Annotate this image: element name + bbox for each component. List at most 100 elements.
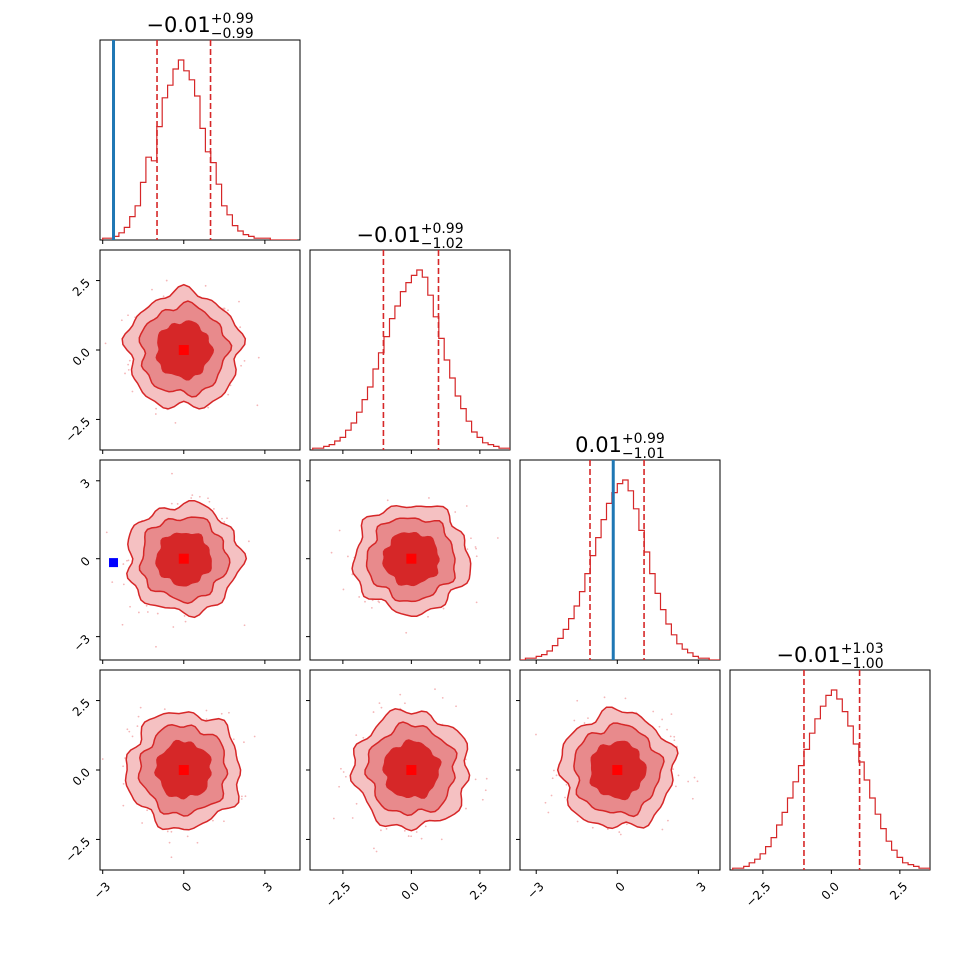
truth-marker [109, 558, 119, 568]
sample-point [673, 739, 676, 742]
sample-point [380, 706, 383, 709]
sample-point [220, 712, 223, 715]
x-tick-label: 3 [694, 879, 709, 894]
title-median: −0.01 [776, 643, 840, 667]
median-marker [406, 553, 417, 564]
sample-point [551, 777, 554, 780]
sample-point [122, 765, 124, 768]
sample-point [141, 822, 144, 824]
sample-point [253, 735, 256, 738]
sample-point [358, 596, 361, 598]
sample-point [661, 828, 664, 831]
sample-point [373, 847, 375, 850]
sample-point [243, 741, 245, 744]
sample-point [403, 829, 406, 832]
sample-point [136, 725, 139, 728]
scatter-panel-3-1 [309, 669, 511, 871]
x-tick-label: −3 [524, 879, 546, 901]
y-tick-label: 0.0 [70, 345, 93, 368]
sample-point [186, 835, 189, 838]
y-tick-label: −2.5 [63, 415, 94, 446]
sample-point [564, 796, 566, 799]
panel-content [332, 688, 488, 853]
sample-point [475, 601, 478, 604]
sample-point [165, 279, 168, 282]
sample-point [583, 722, 586, 724]
histogram-title: −0.01+0.99 −0.99 [146, 11, 253, 42]
sample-point [122, 782, 125, 785]
median-marker [178, 345, 189, 355]
title-minus-error: −1.02 [421, 236, 464, 252]
sample-point [420, 837, 423, 840]
sample-point [485, 777, 488, 780]
sample-point [184, 620, 187, 623]
sample-point [667, 819, 669, 822]
sample-point [355, 734, 358, 737]
sample-point [669, 735, 672, 738]
sample-point [351, 817, 354, 819]
sample-point [127, 559, 130, 562]
sample-point [484, 789, 487, 792]
sample-point [126, 728, 129, 731]
sample-point [553, 769, 555, 772]
sample-point [362, 736, 365, 739]
sample-point [576, 699, 579, 702]
sample-point [163, 708, 166, 711]
sample-point [405, 631, 408, 634]
y-tick-label: 0.0 [70, 765, 93, 788]
histogram-frame [99, 39, 301, 241]
sample-point [155, 645, 157, 648]
sample-point [240, 364, 242, 367]
sample-point [378, 702, 381, 705]
sample-point [440, 838, 443, 841]
sample-point [544, 801, 547, 804]
sample-point [624, 697, 627, 700]
sample-point [121, 623, 124, 626]
sample-point [221, 517, 223, 520]
sample-point [674, 785, 677, 788]
sample-point [474, 546, 477, 548]
sample-point [404, 702, 406, 705]
sample-point [370, 606, 373, 609]
sample-point [155, 407, 157, 410]
sample-point [212, 508, 215, 510]
sample-point [243, 359, 246, 362]
histogram-frame [519, 459, 721, 661]
sample-point [244, 795, 247, 798]
y-tick-label: 3 [78, 476, 93, 491]
sample-point [377, 600, 380, 603]
sample-point [247, 540, 250, 543]
scatter-panel-2-0 [99, 459, 301, 661]
sample-point [183, 615, 186, 617]
sample-point [131, 735, 134, 738]
sample-point [127, 363, 130, 366]
title-median: 0.01 [575, 433, 622, 457]
sample-point [466, 548, 469, 551]
sample-point [385, 827, 388, 830]
sample-point [122, 563, 125, 565]
sample-point [475, 555, 478, 558]
sample-point [208, 500, 211, 503]
panel-content [101, 706, 256, 859]
sample-point [122, 804, 125, 807]
histogram-frame [729, 669, 931, 871]
panel-content [104, 279, 260, 424]
histogram-title: 0.01+0.99 −1.01 [575, 431, 665, 462]
sample-point [587, 717, 589, 720]
histogram-panel-3: −0.01+1.03 −1.00 [729, 641, 931, 871]
sample-point [687, 780, 690, 783]
sample-point [139, 706, 142, 709]
sample-point [691, 797, 694, 800]
sample-point [146, 809, 149, 812]
y-tick-label: 2.5 [70, 696, 93, 719]
sample-point [238, 300, 240, 303]
title-median: −0.01 [146, 13, 210, 37]
sample-point [591, 826, 594, 829]
sample-point [162, 295, 165, 298]
sample-point [481, 798, 484, 801]
sample-point [415, 831, 418, 833]
y-tick-label: −3 [71, 632, 93, 654]
x-tick-label: 0.0 [819, 879, 842, 902]
sample-point [137, 611, 140, 614]
